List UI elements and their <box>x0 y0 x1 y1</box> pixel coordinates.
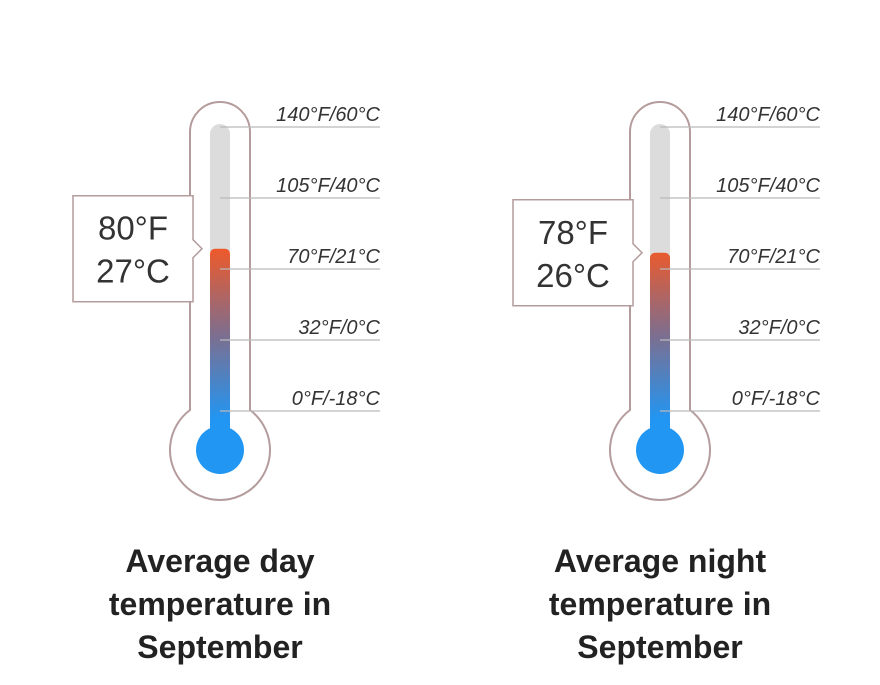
night-value-celsius: 26°C <box>536 257 610 294</box>
day-scale-label: 140°F/60°C <box>276 104 380 126</box>
day-value-fahrenheit: 80°F <box>98 210 168 247</box>
night-thermometer: 140°F/60°C 105°F/40°C 70°F/21°C 32°F/0°C 0°F… <box>512 101 821 501</box>
day-scale-label: 70°F/21°C <box>287 246 380 268</box>
day-title-line-3: September <box>137 629 303 665</box>
night-chart-title: Average night temperature in September <box>510 540 810 669</box>
night-scale-label: 105°F/40°C <box>716 175 820 197</box>
night-value-callout <box>512 199 644 307</box>
night-value-fahrenheit: 78°F <box>538 214 608 251</box>
night-scale-label: 0°F/-18°C <box>732 388 821 410</box>
day-value-callout <box>72 194 204 303</box>
day-thermometer: 140°F/60°C 105°F/40°C 70°F/21°C 32°F/0°C 0°F… <box>72 101 381 501</box>
day-liquid-fill <box>210 248 230 440</box>
day-scale-label: 0°F/-18°C <box>292 388 381 410</box>
day-scale-label: 105°F/40°C <box>276 175 380 197</box>
night-bulb <box>636 426 684 474</box>
night-scale-label: 140°F/60°C <box>716 104 820 126</box>
night-title-line-2: temperature in <box>548 586 772 622</box>
day-title-line-2: temperature in <box>108 586 332 622</box>
night-scale-label: 32°F/0°C <box>738 317 820 339</box>
day-bulb <box>196 426 244 474</box>
day-value-celsius: 27°C <box>96 253 170 290</box>
night-title-line-1: Average night <box>553 543 767 579</box>
day-scale-label: 32°F/0°C <box>298 317 380 339</box>
day-title-line-1: Average day <box>125 543 315 579</box>
day-chart-title: Average day temperature in September <box>70 540 370 669</box>
night-scale-label: 70°F/21°C <box>727 246 820 268</box>
night-title-line-3: September <box>577 629 743 665</box>
night-liquid-fill <box>650 252 670 440</box>
